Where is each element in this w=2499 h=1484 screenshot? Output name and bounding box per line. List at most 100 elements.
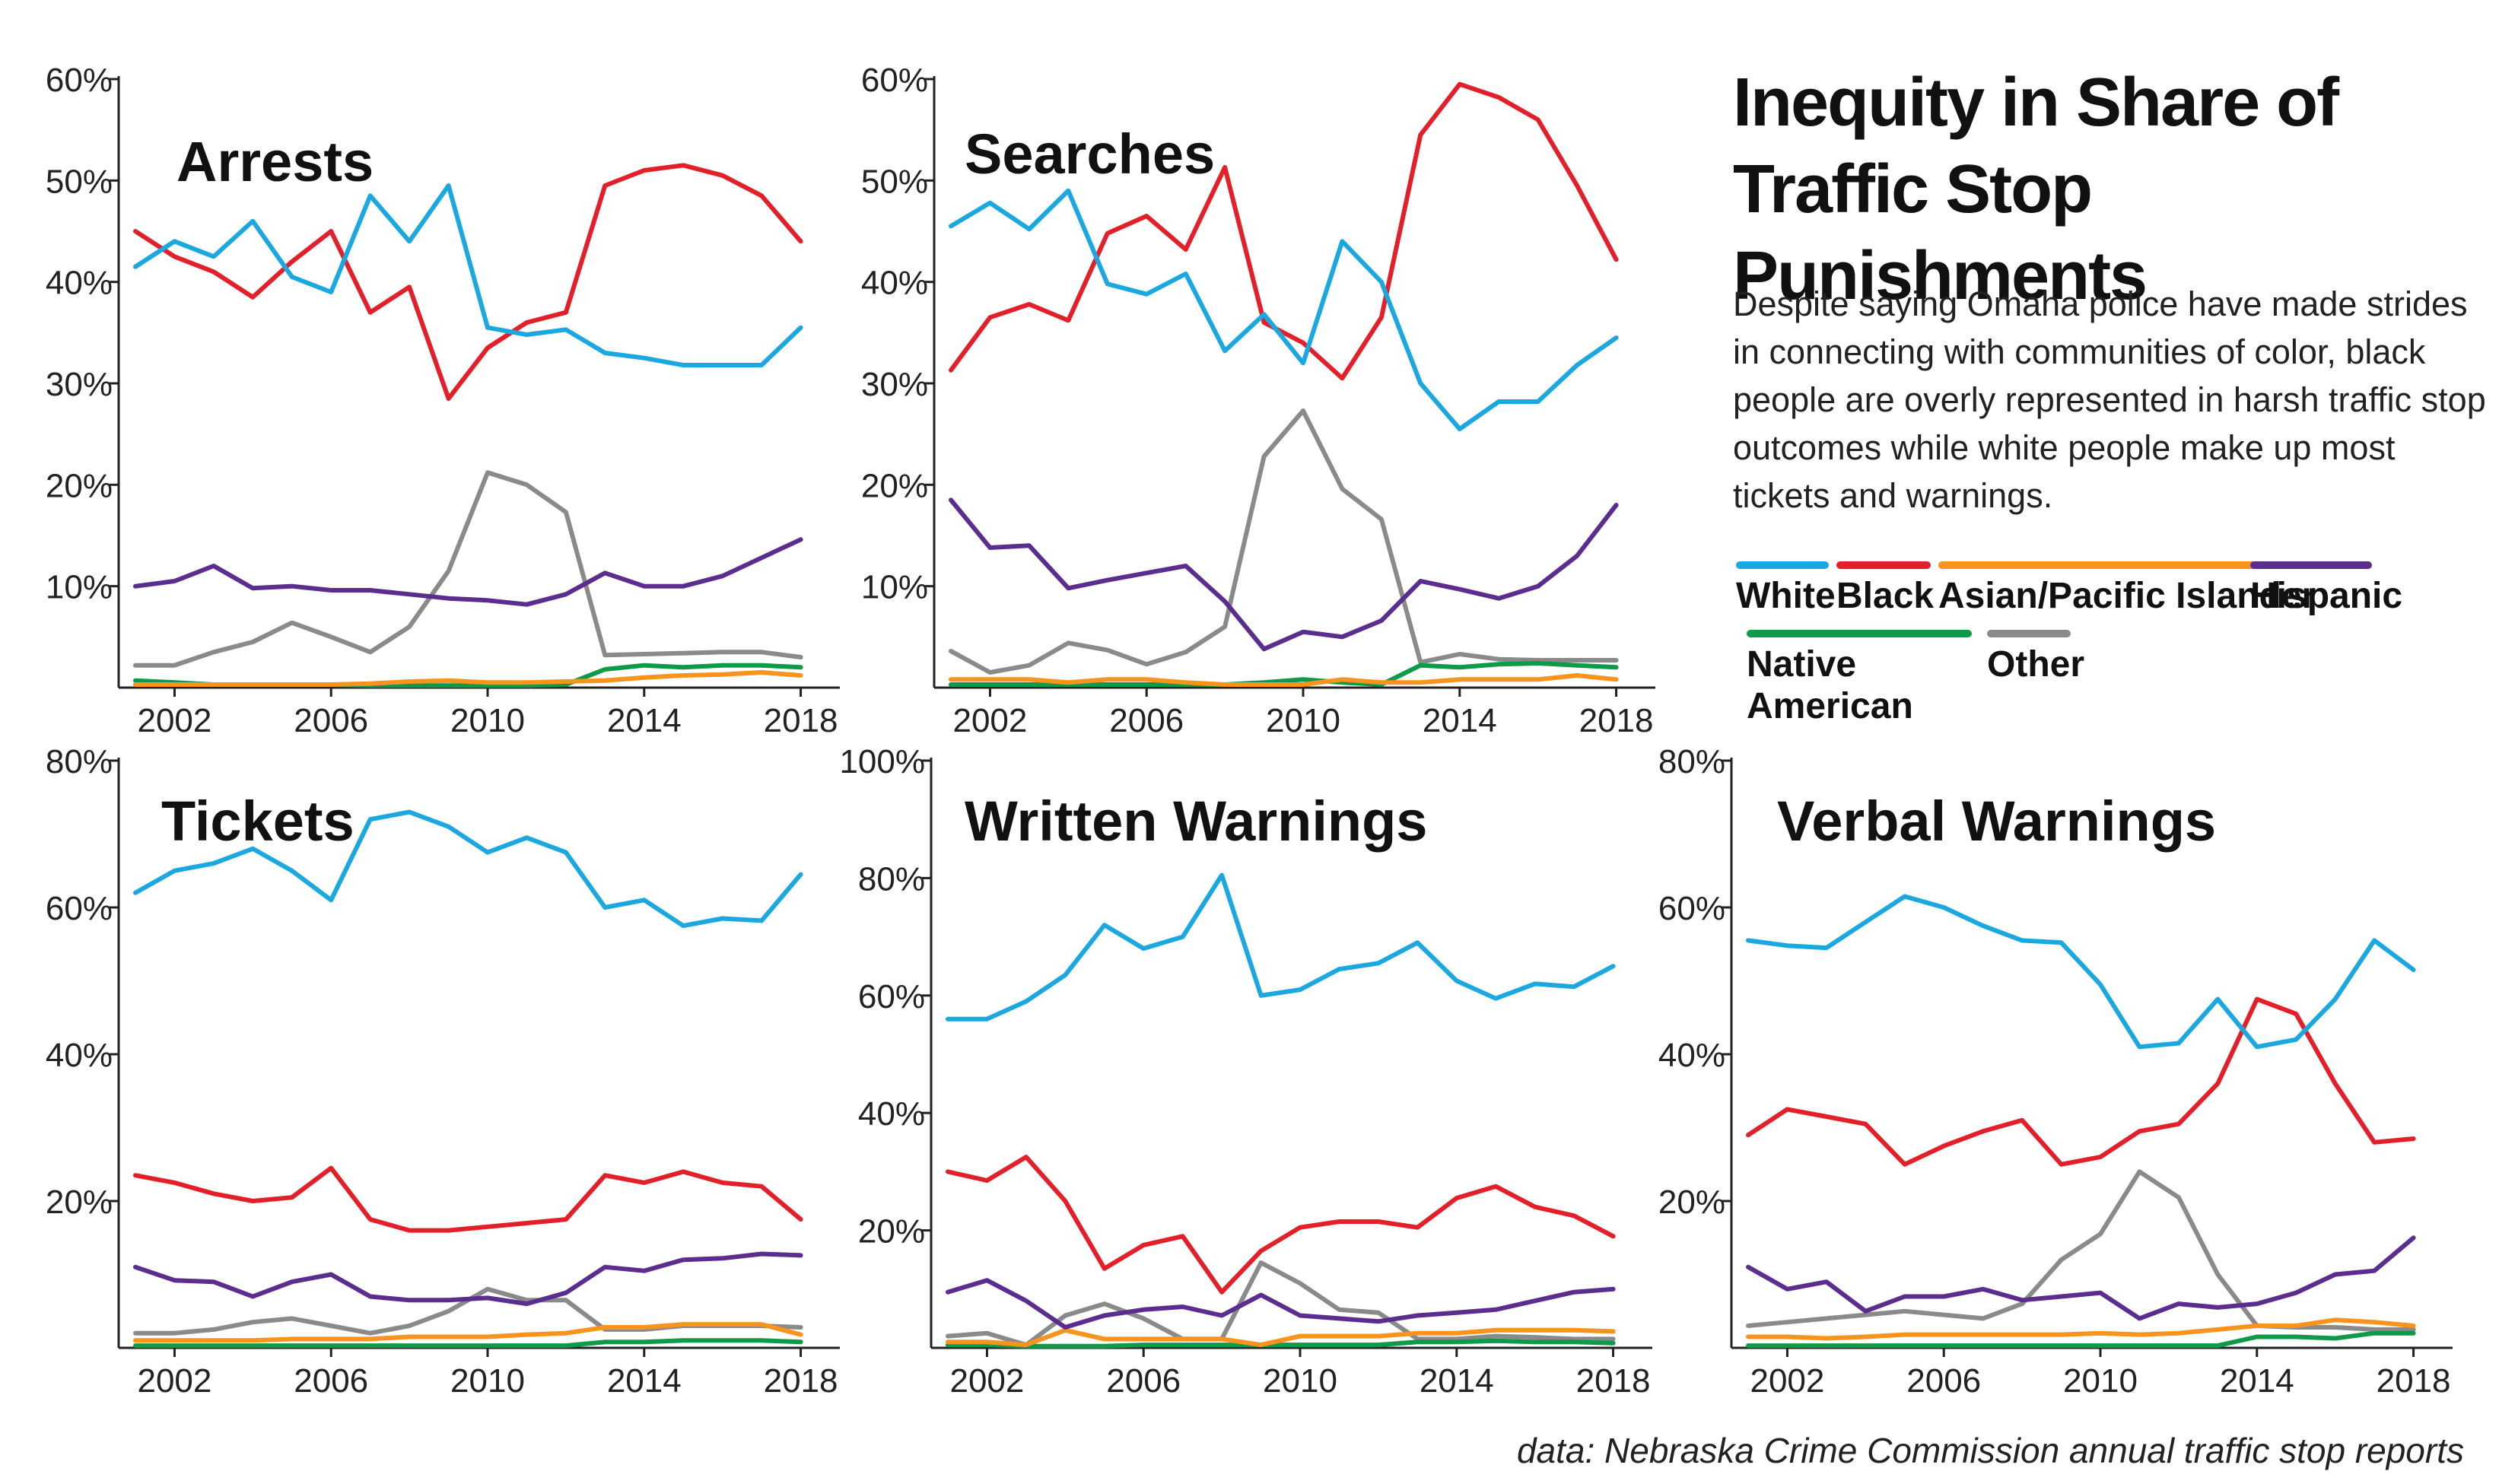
x-tick-label: 2006 [294,1362,368,1400]
x-tick-label: 2014 [607,702,682,739]
legend-label: Other [1987,644,2085,685]
x-tick-label: 2014 [607,1362,682,1400]
x-tick-label: 2018 [764,1362,838,1400]
series-line-native-american [949,661,1619,687]
y-tick-label: 60% [858,978,925,1015]
y-tick-label: 40% [46,265,113,302]
series-line-white [133,809,803,929]
y-tick-label: 60% [1658,890,1725,927]
y-tick-label: 10% [861,569,928,606]
chart-title: Searches [965,122,1215,186]
x-tick-label: 2002 [949,1362,1024,1400]
x-tick-label: 2014 [1420,1362,1494,1400]
x-tick-label: 2018 [2377,1362,2451,1400]
x-tick-label: 2014 [2220,1362,2294,1400]
legend-item-hispanic-visible: Hispanic [2250,561,2402,617]
x-tick-label: 2002 [137,702,211,739]
series-line-other [133,470,803,668]
series-line-native-american [133,1338,803,1349]
series-line-black [1746,996,2416,1167]
y-tick-label: 20% [46,467,113,504]
page-subtitle: Despite saying Omaha police have made st… [1733,284,2486,515]
legend-swatch [1987,630,2071,637]
y-tick-label: 40% [46,1037,113,1074]
x-tick-label: 2006 [1109,702,1184,739]
legend-label: White [1736,576,1836,616]
y-tick-label: 50% [861,163,928,200]
x-tick-label: 2010 [1266,702,1340,739]
x-tick-label: 2010 [450,1362,525,1400]
chart-panel-1: 60% 50% 40% 30% 20% 10% 2002 2006 2010 2014 2018 Se… [861,62,1655,739]
y-tick-label: 100% [839,743,925,780]
series-line-other [1746,1169,2416,1332]
x-tick-label: 2018 [764,702,838,739]
x-tick-label: 2010 [2063,1362,2138,1400]
series-line-asian-pacific-islander [1746,1317,2416,1341]
legend-item-other: Other [1987,630,2084,685]
y-tick-label: 40% [1658,1037,1725,1074]
series-line-native-american [1746,1330,2416,1349]
y-tick-label: 20% [1658,1184,1725,1221]
y-tick-label: 40% [858,1095,925,1133]
y-tick-label: 30% [46,366,113,403]
series-line-asian-pacific-islander [133,670,803,687]
legend-label: Hispanic [2250,576,2403,616]
legend-swatch [2250,561,2372,569]
chart-panel-4: 80% 60% 40% 20% 2002 2006 2010 2014 2018 Verbal W… [1658,743,2453,1400]
y-tick-label: 80% [1658,743,1725,780]
x-tick-label: 2018 [1579,702,1654,739]
series-line-hispanic [946,1278,1616,1330]
chart-panel-2: 80% 60% 40% 20% 2002 2006 2010 2014 2018 Tickets [46,743,840,1400]
legend-item-native-american: Native American [1747,630,1972,727]
series-line-black [133,1165,803,1233]
series-line-native-american [946,1338,1616,1349]
series-line-black [946,1155,1616,1295]
x-tick-label: 2010 [1263,1362,1337,1400]
x-tick-label: 2006 [1106,1362,1181,1400]
y-tick-label: 60% [46,890,113,927]
legend-swatch [1836,561,1931,569]
chart-panel-0: 60% 50% 40% 30% 20% 10% 2002 2006 2010 2014 2018 Ar… [46,62,840,739]
series-line-black [133,163,803,401]
y-tick-label: 40% [861,265,928,302]
series-line-other [949,408,1619,675]
chart-title: Arrests [176,130,374,193]
x-tick-label: 2002 [952,702,1027,739]
chart-title: Verbal Warnings [1777,790,2216,853]
page-title: Inequity in Share of Traffic Stop Punish… [1733,65,2339,314]
legend-swatch [1736,561,1829,569]
legend-label: Native American [1747,644,1913,726]
x-tick-label: 2018 [1576,1362,1651,1400]
y-tick-label: 80% [858,860,925,898]
y-tick-label: 20% [861,467,928,504]
series-line-white [133,183,803,367]
y-tick-label: 30% [861,366,928,403]
series-line-white [1746,894,2416,1050]
series-line-black [949,81,1619,381]
y-tick-label: 60% [861,62,928,99]
series-line-white [949,188,1619,431]
x-tick-label: 2014 [1423,702,1497,739]
chart-panel-3: 100% 80% 60% 40% 20% 2002 2006 2010 2014 2018 Writ… [839,743,1652,1400]
x-tick-label: 2002 [137,1362,211,1400]
series-line-hispanic [133,1251,803,1307]
chart-title: Written Warnings [965,790,1427,853]
legend-item-black: Black [1836,561,1934,617]
y-tick-label: 20% [858,1213,925,1250]
series-line-asian-pacific-islander [946,1327,1616,1348]
series-line-asian-pacific-islander [949,673,1619,687]
legend-swatch [1938,561,2342,569]
x-tick-label: 2002 [1750,1362,1824,1400]
y-tick-label: 10% [46,569,113,606]
series-line-hispanic [133,537,803,607]
y-tick-label: 50% [46,163,113,200]
legend-swatch [1747,630,1972,637]
y-tick-label: 20% [46,1184,113,1221]
chart-title: Tickets [161,790,355,853]
series-line-asian-pacific-islander [133,1322,803,1343]
y-tick-label: 60% [46,62,113,99]
legend-item-asian-pacific-islander: Asian/Pacific Islander [1938,561,2342,617]
x-tick-label: 2010 [450,702,525,739]
x-tick-label: 2006 [294,702,368,739]
legend-item-white: White [1736,561,1836,617]
